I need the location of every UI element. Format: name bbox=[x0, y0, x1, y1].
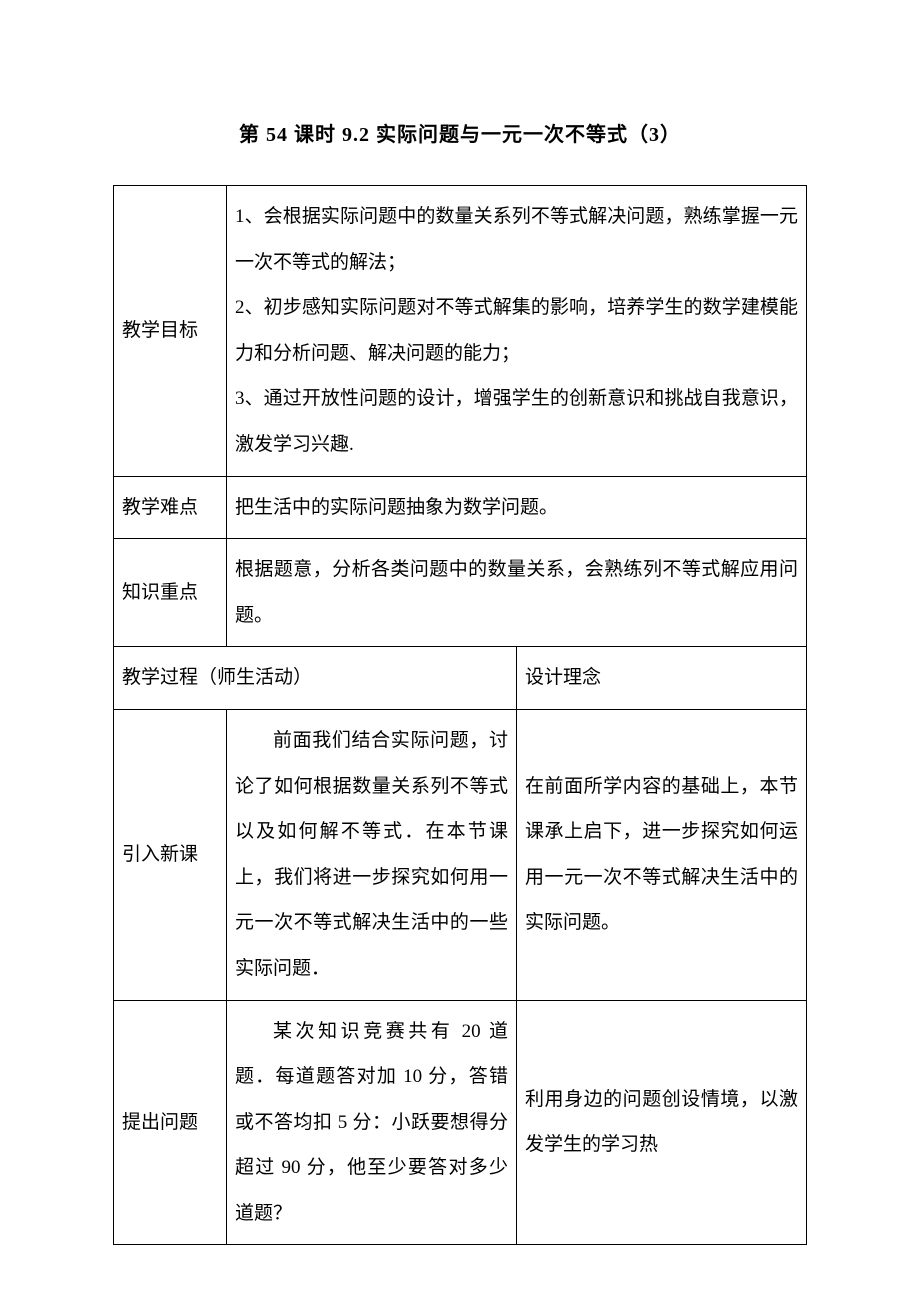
page-title: 第 54 课时 9.2 实际问题与一元一次不等式（3） bbox=[113, 118, 807, 147]
goal-label: 教学目标 bbox=[114, 186, 227, 477]
table-row: 知识重点 根据题意，分析各类问题中的数量关系，会熟练列不等式解应用问题。 bbox=[114, 539, 807, 647]
table-row: 提出问题 某次知识竞赛共有 20 道题．每道题答对加 10 分，答错或不答均扣 … bbox=[114, 1000, 807, 1245]
intro-body: 前面我们结合实际问题，讨论了如何根据数量关系列不等式以及如何解不等式．在本节课上… bbox=[227, 709, 517, 1000]
table-row: 教学难点 把生活中的实际问题抽象为数学问题。 bbox=[114, 476, 807, 539]
keypoint-label: 知识重点 bbox=[114, 539, 227, 647]
question-rationale: 利用身边的问题创设情境，以激发学生的学习热 bbox=[517, 1000, 807, 1245]
document-page: 第 54 课时 9.2 实际问题与一元一次不等式（3） 教学目标 1、会根据实际… bbox=[0, 0, 920, 1285]
process-header: 教学过程（师生活动） bbox=[114, 647, 517, 710]
intro-rationale: 在前面所学内容的基础上，本节课承上启下，进一步探究如何运用一元一次不等式解决生活… bbox=[517, 709, 807, 1000]
question-body-text: 某次知识竞赛共有 20 道题．每道题答对加 10 分，答错或不答均扣 5 分：小… bbox=[235, 1009, 508, 1237]
table-row: 教学目标 1、会根据实际问题中的数量关系列不等式解决问题，熟练掌握一元一次不等式… bbox=[114, 186, 807, 477]
keypoint-body: 根据题意，分析各类问题中的数量关系，会熟练列不等式解应用问题。 bbox=[227, 539, 807, 647]
goal-item-2: 2、初步感知实际问题对不等式解集的影响，培养学生的数学建模能力和分析问题、解决问… bbox=[235, 285, 798, 376]
goal-body: 1、会根据实际问题中的数量关系列不等式解决问题，熟练掌握一元一次不等式的解法； … bbox=[227, 186, 807, 477]
table-row: 教学过程（师生活动） 设计理念 bbox=[114, 647, 807, 710]
goal-item-1: 1、会根据实际问题中的数量关系列不等式解决问题，熟练掌握一元一次不等式的解法； bbox=[235, 194, 798, 285]
goal-item-3: 3、通过开放性问题的设计，增强学生的创新意识和挑战自我意识，激发学习兴趣. bbox=[235, 376, 798, 467]
difficulty-label: 教学难点 bbox=[114, 476, 227, 539]
intro-body-text: 前面我们结合实际问题，讨论了如何根据数量关系列不等式以及如何解不等式．在本节课上… bbox=[235, 718, 508, 992]
intro-label: 引入新课 bbox=[114, 709, 227, 1000]
question-label: 提出问题 bbox=[114, 1000, 227, 1245]
rationale-header: 设计理念 bbox=[517, 647, 807, 710]
difficulty-body: 把生活中的实际问题抽象为数学问题。 bbox=[227, 476, 807, 539]
question-body: 某次知识竞赛共有 20 道题．每道题答对加 10 分，答错或不答均扣 5 分：小… bbox=[227, 1000, 517, 1245]
lesson-plan-table: 教学目标 1、会根据实际问题中的数量关系列不等式解决问题，熟练掌握一元一次不等式… bbox=[113, 185, 807, 1245]
table-row: 引入新课 前面我们结合实际问题，讨论了如何根据数量关系列不等式以及如何解不等式．… bbox=[114, 709, 807, 1000]
